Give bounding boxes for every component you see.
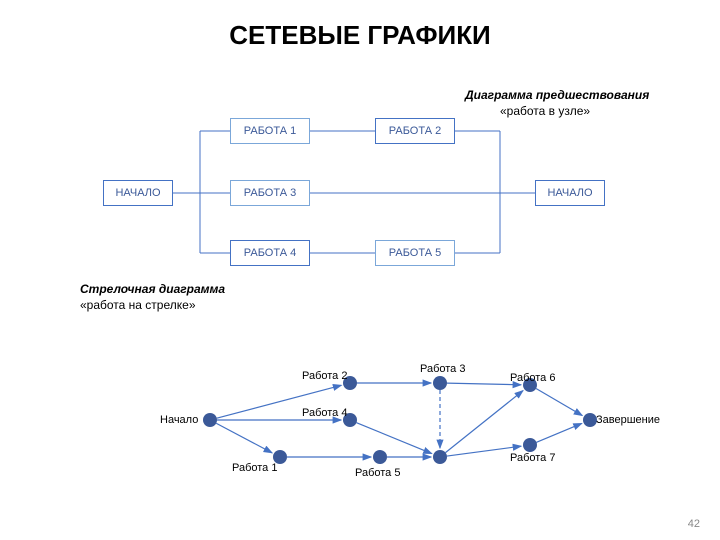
node-label-n7: Работа 6 <box>510 372 555 384</box>
node-label-n3: Работа 4 <box>302 407 347 419</box>
box-work1: РАБОТА 1 <box>230 118 310 144</box>
page-title: СЕТЕВЫЕ ГРАФИКИ <box>0 20 720 51</box>
node-n9 <box>583 413 597 427</box>
caption-precedence-title: Диаграмма предшествования <box>465 88 649 102</box>
caption-arrow-title: Стрелочная диаграмма <box>80 282 225 296</box>
node-n6 <box>433 450 447 464</box>
node-label-n9: Завершение <box>596 414 660 426</box>
node-n5 <box>433 376 447 390</box>
page-number: 42 <box>688 518 700 530</box>
node-label-n2: Работа 2 <box>302 370 347 382</box>
box-start: НАЧАЛО <box>103 180 173 206</box>
box-end: НАЧАЛО <box>535 180 605 206</box>
box-work5: РАБОТА 5 <box>375 240 455 266</box>
node-label-n5: Работа 3 <box>420 363 465 375</box>
diagram-svg-layer <box>0 0 720 540</box>
node-n8 <box>523 438 537 452</box>
box-work4: РАБОТА 4 <box>230 240 310 266</box>
box-work2: РАБОТА 2 <box>375 118 455 144</box>
node-label-n0: Начало <box>160 414 198 426</box>
box-work3: РАБОТА 3 <box>230 180 310 206</box>
caption-precedence-sub: «работа в узле» <box>500 104 590 118</box>
node-n4 <box>373 450 387 464</box>
node-n0 <box>203 413 217 427</box>
node-label-n8: Работа 7 <box>510 452 555 464</box>
node-label-n1: Работа 1 <box>232 462 277 474</box>
node-label-n4: Работа 5 <box>355 467 400 479</box>
caption-arrow-sub: «работа на стрелке» <box>80 298 196 312</box>
